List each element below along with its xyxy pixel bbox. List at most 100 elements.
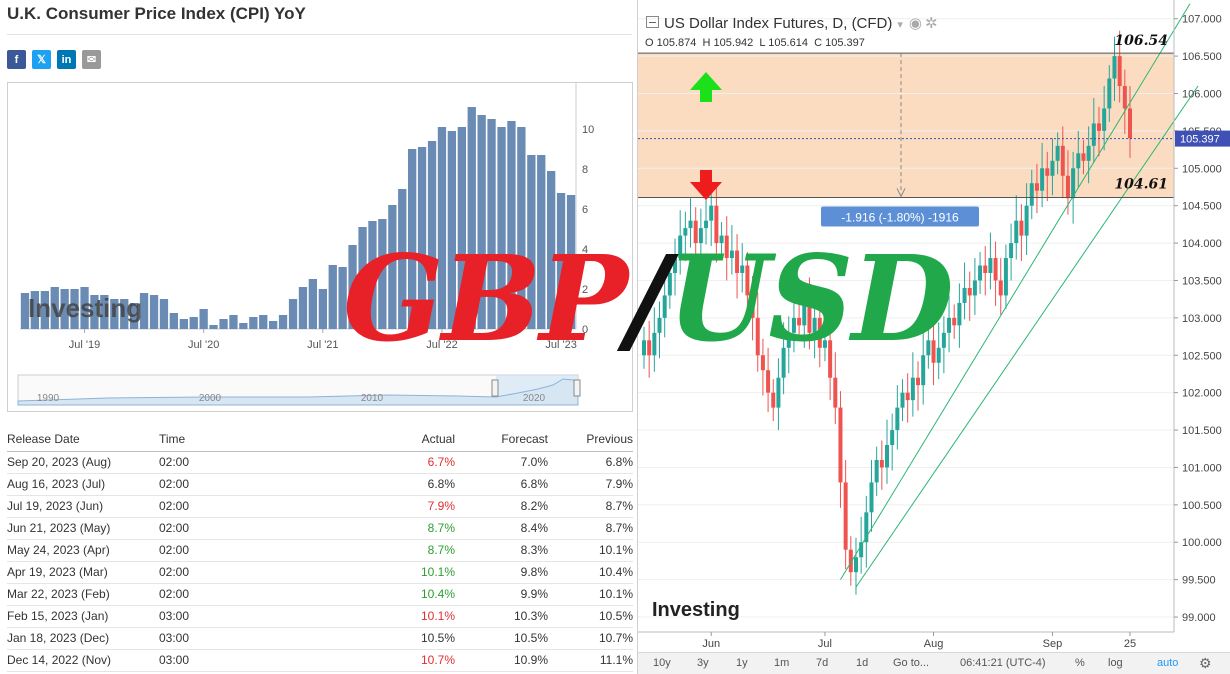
candle[interactable] xyxy=(936,322,941,380)
candle[interactable] xyxy=(978,252,983,294)
candle[interactable] xyxy=(1107,65,1112,122)
cpi-bar[interactable] xyxy=(547,171,556,329)
range-3y-button[interactable]: 3y xyxy=(697,657,709,669)
cpi-bar[interactable] xyxy=(139,293,149,329)
candle[interactable] xyxy=(988,232,993,290)
candle[interactable] xyxy=(704,195,709,245)
twitter-share-icon[interactable]: 𝕏 xyxy=(32,50,51,69)
settings-gear-icon[interactable]: ⚙ xyxy=(1199,655,1212,671)
cpi-bar[interactable] xyxy=(30,291,39,329)
candle[interactable] xyxy=(1112,36,1117,101)
candle[interactable] xyxy=(848,536,853,586)
candle[interactable] xyxy=(776,358,781,431)
cpi-bar[interactable] xyxy=(348,245,357,329)
goto-button[interactable]: Go to... xyxy=(893,657,930,669)
cpi-bar[interactable] xyxy=(209,325,218,329)
email-share-icon[interactable]: ✉ xyxy=(82,50,101,69)
candle[interactable] xyxy=(1014,195,1019,260)
candle[interactable] xyxy=(1081,139,1086,175)
candle[interactable] xyxy=(719,222,724,257)
cpi-bar[interactable] xyxy=(417,147,427,329)
cpi-bar[interactable] xyxy=(477,115,486,329)
candle[interactable] xyxy=(916,361,921,411)
navigator-right-handle[interactable] xyxy=(573,379,581,397)
candle[interactable] xyxy=(833,352,838,425)
candle[interactable] xyxy=(786,316,791,374)
candle[interactable] xyxy=(1091,97,1096,163)
channel-upper[interactable] xyxy=(840,3,1191,580)
cpi-bar[interactable] xyxy=(368,221,377,329)
candle[interactable] xyxy=(771,379,776,422)
candle[interactable] xyxy=(1117,30,1122,103)
dxy-candlestick-chart[interactable]: 106.54 104.61 -1.916 (-1.80%) -1916 99.000… xyxy=(638,0,1230,652)
cpi-bar[interactable] xyxy=(219,319,228,329)
candle[interactable] xyxy=(1003,244,1008,309)
candle[interactable] xyxy=(941,316,946,374)
cpi-bar[interactable] xyxy=(40,291,49,329)
candle[interactable] xyxy=(962,262,967,320)
candle[interactable] xyxy=(729,225,734,275)
candle[interactable] xyxy=(755,292,760,372)
candle[interactable] xyxy=(683,211,688,262)
candle[interactable] xyxy=(967,271,972,321)
cpi-bar[interactable] xyxy=(288,299,298,329)
candle[interactable] xyxy=(714,183,719,263)
candle[interactable] xyxy=(1045,151,1050,202)
candle[interactable] xyxy=(817,295,822,368)
cpi-bar[interactable] xyxy=(487,119,496,329)
cpi-bar[interactable] xyxy=(457,127,466,329)
candle[interactable] xyxy=(1096,106,1101,157)
cpi-bar[interactable] xyxy=(507,121,516,329)
cpi-bar[interactable] xyxy=(149,295,159,329)
cpi-bar[interactable] xyxy=(130,303,139,329)
candle[interactable] xyxy=(740,243,745,293)
candle[interactable] xyxy=(698,208,703,266)
cpi-bar[interactable] xyxy=(120,299,129,329)
cpi-bar[interactable] xyxy=(179,319,188,329)
percent-toggle[interactable]: % xyxy=(1075,657,1085,669)
cpi-bar[interactable] xyxy=(328,265,337,329)
candle[interactable] xyxy=(1076,130,1081,188)
candle[interactable] xyxy=(709,189,714,247)
cpi-bar[interactable] xyxy=(358,227,367,329)
candle[interactable] xyxy=(791,295,796,353)
cpi-bar[interactable] xyxy=(556,193,566,329)
candle[interactable] xyxy=(1029,169,1034,220)
candle[interactable] xyxy=(926,326,931,369)
candle[interactable] xyxy=(869,459,874,532)
facebook-share-icon[interactable]: f xyxy=(7,50,26,69)
candle[interactable] xyxy=(657,301,662,359)
candle[interactable] xyxy=(1102,86,1107,151)
candle[interactable] xyxy=(1086,126,1091,184)
candle[interactable] xyxy=(947,295,952,353)
cpi-bar[interactable] xyxy=(517,127,526,329)
navigator-left-handle[interactable] xyxy=(491,379,499,397)
range-7d-button[interactable]: 7d xyxy=(816,657,829,669)
cpi-bar[interactable] xyxy=(100,295,109,329)
candle[interactable] xyxy=(822,326,827,362)
cpi-bar[interactable] xyxy=(447,131,456,329)
cpi-bar[interactable] xyxy=(159,299,169,329)
candle[interactable] xyxy=(673,238,678,296)
candle[interactable] xyxy=(1071,151,1076,224)
candle[interactable] xyxy=(807,277,812,350)
cpi-bar[interactable] xyxy=(199,309,208,329)
candle[interactable] xyxy=(760,338,765,396)
candle[interactable] xyxy=(1024,183,1029,256)
time-navigator[interactable]: 1990 2000 2010 2020 xyxy=(17,374,581,406)
cpi-bar[interactable] xyxy=(229,315,238,329)
candle[interactable] xyxy=(957,283,962,348)
range-1m-button[interactable]: 1m xyxy=(774,657,790,669)
cpi-bar[interactable] xyxy=(378,219,387,329)
candle[interactable] xyxy=(843,459,848,570)
candle[interactable] xyxy=(662,272,667,338)
candle[interactable] xyxy=(874,446,879,496)
candle[interactable] xyxy=(921,332,926,405)
candle[interactable] xyxy=(864,495,869,568)
cpi-bar[interactable] xyxy=(308,279,317,329)
candle[interactable] xyxy=(1122,69,1127,134)
cpi-bar[interactable] xyxy=(527,155,536,329)
cpi-bar[interactable] xyxy=(537,155,546,329)
candle[interactable] xyxy=(1050,138,1055,196)
cpi-bar[interactable] xyxy=(70,289,79,329)
